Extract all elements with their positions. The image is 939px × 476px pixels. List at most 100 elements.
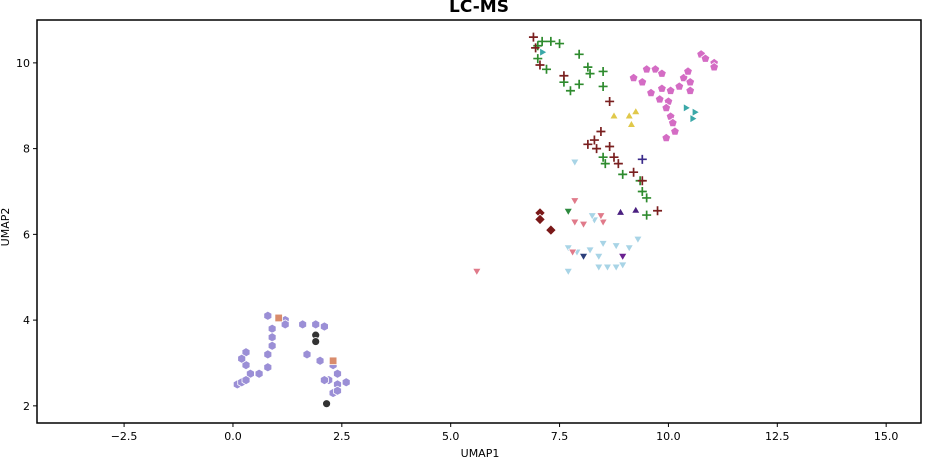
data-point: [311, 337, 321, 346]
y-tick-label: 6: [23, 228, 30, 241]
data-point: [598, 240, 608, 249]
data-point: [637, 176, 647, 186]
y-tick-label: 2: [23, 400, 30, 413]
data-point: [630, 106, 641, 115]
data-point: [589, 135, 599, 145]
data-point: [674, 81, 685, 91]
point-series: [637, 154, 647, 164]
data-point: [600, 159, 610, 169]
data-point: [596, 212, 606, 221]
x-tick-label: 5.0: [442, 430, 460, 443]
data-point: [642, 193, 652, 203]
data-point: [609, 152, 619, 162]
data-point: [685, 85, 696, 95]
data-point: [709, 62, 719, 72]
y-tick-label: 8: [23, 143, 30, 156]
data-point: [539, 47, 548, 57]
data-point: [333, 368, 342, 379]
point-series: [528, 32, 663, 216]
data-point: [333, 385, 342, 396]
data-point: [593, 263, 604, 273]
data-point: [472, 267, 482, 277]
data-point: [624, 110, 635, 120]
point-series: [232, 310, 351, 399]
data-point: [241, 375, 251, 386]
data-point: [593, 252, 604, 262]
y-axis-label: UMAP2: [0, 208, 12, 247]
y-tick-label: 4: [23, 314, 30, 327]
x-tick-label: 12.5: [765, 430, 790, 443]
data-point: [583, 62, 593, 72]
data-point: [585, 246, 595, 256]
data-point: [274, 313, 283, 323]
data-point: [328, 356, 338, 366]
x-tick-label: 0.0: [224, 430, 242, 443]
point-series: [533, 36, 652, 220]
data-point: [563, 207, 574, 217]
data-point: [661, 132, 672, 143]
data-point: [683, 103, 692, 113]
data-point: [657, 68, 667, 78]
data-point: [617, 261, 628, 270]
data-point: [583, 139, 593, 149]
data-point: [585, 69, 595, 79]
point-series: [539, 47, 701, 124]
data-point: [691, 107, 701, 117]
data-point: [637, 186, 647, 196]
data-point: [341, 377, 351, 388]
x-tick-label: 10.0: [656, 430, 681, 443]
data-point: [322, 399, 331, 409]
data-point: [596, 126, 606, 136]
data-point: [546, 36, 556, 46]
data-point: [237, 353, 247, 364]
y-tick-label: 10: [16, 57, 30, 70]
data-point: [298, 319, 308, 330]
data-point: [555, 39, 565, 49]
point-series: [534, 207, 557, 236]
data-point: [605, 96, 615, 106]
data-point: [637, 154, 647, 164]
point-series: [274, 313, 338, 366]
data-point: [578, 252, 589, 262]
data-point: [563, 267, 574, 277]
ticks-layer: −2.5 0.0 2.5 5.0 7.5 10.0 12.5 15.0 2 4 6 8 10: [16, 57, 898, 443]
point-series: [617, 252, 628, 262]
data-point: [254, 368, 264, 379]
data-point: [653, 206, 663, 216]
data-point: [567, 248, 578, 258]
data-point: [563, 244, 574, 253]
chart-title: LC-MS: [449, 0, 509, 17]
data-point: [263, 310, 273, 321]
data-point: [650, 64, 661, 74]
plot-frame: [36, 19, 922, 424]
data-point: [541, 64, 551, 74]
data-point: [565, 86, 575, 96]
data-point: [654, 94, 665, 104]
data-point: [615, 207, 626, 216]
data-point: [617, 252, 628, 262]
data-point: [598, 81, 608, 91]
data-point: [598, 152, 608, 162]
data-point: [683, 66, 693, 76]
data-point: [618, 169, 628, 179]
data-point: [628, 72, 639, 82]
data-point: [569, 158, 580, 168]
data-point: [267, 323, 277, 334]
data-point: [700, 53, 711, 63]
data-point: [629, 167, 639, 177]
data-point: [626, 119, 637, 128]
data-point: [528, 32, 538, 42]
point-series: [563, 158, 643, 277]
data-point: [592, 144, 602, 154]
data-point: [611, 263, 621, 273]
points-layer: [232, 32, 719, 409]
data-point: [319, 321, 329, 332]
data-point: [624, 244, 635, 253]
data-point: [633, 235, 643, 245]
data-point: [587, 212, 598, 221]
data-point: [533, 54, 543, 64]
data-point: [670, 126, 680, 136]
data-point: [263, 362, 273, 373]
data-point: [537, 36, 547, 46]
